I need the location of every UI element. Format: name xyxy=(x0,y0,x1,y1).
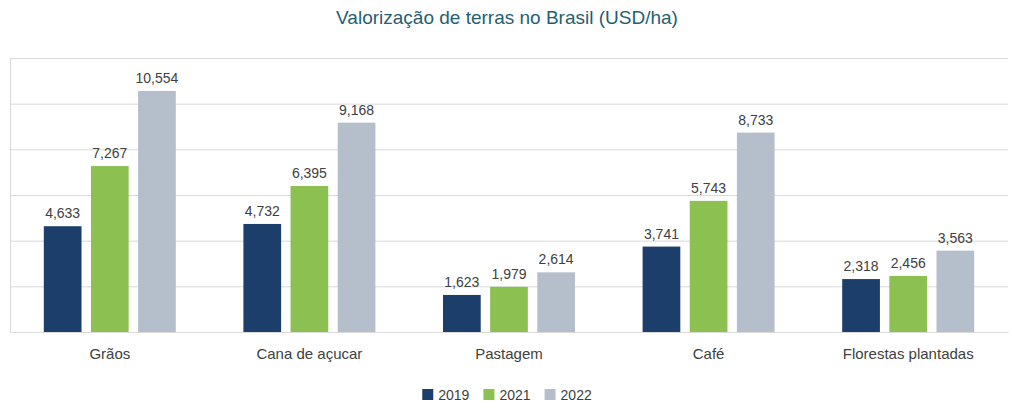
y-axis xyxy=(10,59,1008,333)
x-axis-line xyxy=(11,332,1009,333)
legend-label: 2019 xyxy=(438,387,469,403)
bar xyxy=(443,295,481,332)
bar xyxy=(243,224,281,332)
bar xyxy=(338,123,376,332)
legend-item: 2019 xyxy=(422,387,469,403)
bar xyxy=(737,133,775,332)
data-labels: 4,633 4,732 1,623 3,741 2,318 7,267 6,395 1,979… xyxy=(45,70,973,290)
data-label: 1,979 xyxy=(491,266,526,282)
data-label: 2,318 xyxy=(844,258,879,274)
x-tick-label: Florestas plantadas xyxy=(843,345,974,362)
legend-item: 2022 xyxy=(545,387,592,403)
x-tick: Grãos xyxy=(89,332,130,362)
chart: Valorização de terras no Brasil (USD/ha)… xyxy=(0,0,1012,409)
bar xyxy=(537,272,575,332)
x-axis: Grãos Cana de açucar Pastagem Café Florestas… xyxy=(11,332,1009,362)
x-tick: Pastagem xyxy=(475,332,543,362)
bar xyxy=(138,91,176,332)
x-tick: Café xyxy=(693,332,725,362)
data-label: 3,563 xyxy=(938,230,973,246)
bar xyxy=(291,186,329,332)
x-tick: Florestas plantadas xyxy=(843,332,974,362)
bar xyxy=(490,287,528,332)
data-label: 6,395 xyxy=(292,165,327,181)
legend-label: 2021 xyxy=(499,387,530,403)
data-label: 2,456 xyxy=(891,255,926,271)
data-label: 8,733 xyxy=(738,112,773,128)
data-label: 2,614 xyxy=(539,251,574,267)
bar xyxy=(643,247,681,332)
title: Valorização de terras no Brasil (USD/ha) xyxy=(336,7,678,28)
bar xyxy=(889,276,927,332)
x-tick: Cana de açucar xyxy=(256,332,362,362)
x-tick-label: Café xyxy=(693,345,725,362)
data-label: 9,168 xyxy=(339,102,374,118)
x-tick-label: Cana de açucar xyxy=(256,345,362,362)
data-label: 4,633 xyxy=(45,205,80,221)
legend-swatch xyxy=(545,389,556,400)
bar xyxy=(936,251,974,332)
legend-swatch xyxy=(422,389,433,400)
bar xyxy=(44,226,82,332)
grid-line xyxy=(10,58,1008,59)
legend-label: 2022 xyxy=(561,387,592,403)
grid-line xyxy=(10,332,1008,333)
data-label: 5,743 xyxy=(691,180,726,196)
x-tick-label: Grãos xyxy=(89,345,130,362)
legend: 2019 2021 2022 xyxy=(422,387,592,403)
data-label: 3,741 xyxy=(644,226,679,242)
bar xyxy=(842,279,880,332)
bars xyxy=(44,91,974,332)
legend-item: 2021 xyxy=(483,387,530,403)
data-label: 7,267 xyxy=(92,145,127,161)
y-tick xyxy=(10,58,1008,59)
bar xyxy=(91,166,129,332)
data-label: 4,732 xyxy=(245,203,280,219)
y-tick xyxy=(10,332,1008,333)
data-label: 1,623 xyxy=(444,274,479,290)
data-label: 10,554 xyxy=(136,70,179,86)
x-tick-label: Pastagem xyxy=(475,345,543,362)
bar xyxy=(690,201,728,332)
legend-swatch xyxy=(483,389,494,400)
